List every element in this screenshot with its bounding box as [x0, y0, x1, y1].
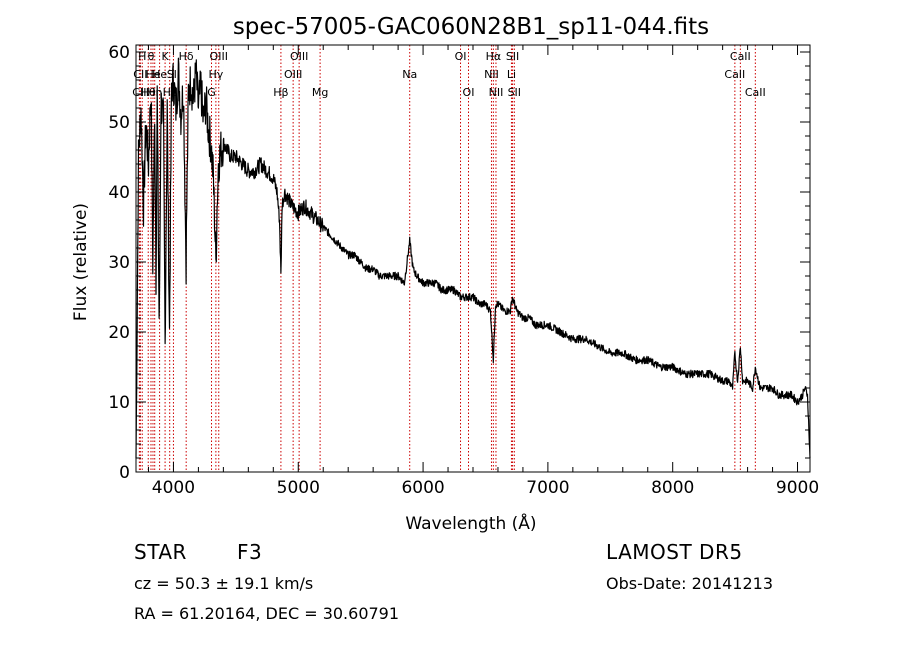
line-label-27: SII: [508, 86, 521, 99]
line-label-15: Hβ: [273, 86, 288, 99]
y-tick-label-10: 10: [108, 393, 130, 413]
line-label-29: CaII: [730, 50, 751, 63]
y-tick-label-30: 30: [108, 253, 130, 273]
spectrum-line: [135, 57, 811, 459]
x-axis-label: Wavelength (Å): [405, 512, 536, 534]
object-class: STAR: [134, 540, 187, 564]
line-label-21: OI: [463, 86, 475, 99]
y-tick-label-40: 40: [108, 183, 130, 203]
x-tick-label-5000: 5000: [277, 478, 320, 498]
x-tick-label-4000: 4000: [152, 478, 195, 498]
y-axis-ticks: 0 10 20 30 40 50 60: [108, 43, 810, 483]
line-label-25: SII: [506, 50, 519, 63]
line-label-18: Mg: [312, 86, 328, 99]
line-label-28: CaII: [724, 68, 745, 81]
chart-title: spec-57005-GAC060N28B1_sp11-044.fits: [233, 14, 709, 40]
x-tick-label-7000: 7000: [526, 478, 569, 498]
line-label-7: He: [152, 68, 167, 81]
line-label-17: OIII: [290, 50, 308, 63]
line-label-13: OIII: [210, 50, 228, 63]
line-label-6: Hη: [147, 86, 162, 99]
x-tick-label-8000: 8000: [651, 478, 694, 498]
line-label-4: θ: [148, 50, 155, 63]
line-label-14: G: [207, 86, 216, 99]
line-label-20: OI: [455, 50, 467, 63]
coordinates: RA = 61.20164, DEC = 30.60791: [134, 604, 400, 623]
x-tick-label-6000: 6000: [401, 478, 444, 498]
line-label-1: CII: [133, 68, 147, 81]
y-tick-label-50: 50: [108, 113, 130, 133]
object-subclass: F3: [237, 540, 263, 564]
line-label-2: H: [138, 50, 146, 63]
line-label-12: Hγ: [208, 68, 223, 81]
y-tick-label-0: 0: [119, 463, 130, 483]
line-label-22: Hα: [486, 50, 502, 63]
line-label-8: K: [161, 50, 169, 63]
line-label-3: Hθ: [141, 86, 156, 99]
y-axis-label: Flux (relative): [71, 203, 91, 321]
line-label-16: OIII: [284, 68, 302, 81]
line-label-11: Hδ: [179, 50, 194, 63]
plot-frame: [135, 44, 811, 473]
survey-name: LAMOST DR5: [606, 540, 743, 564]
spectral-line-markers: [138, 45, 756, 472]
obs-date: Obs-Date: 20141213: [606, 574, 774, 593]
line-label-26: Li: [507, 68, 516, 81]
x-axis-ticks: 4000 5000 6000 7000 8000 9000: [147, 45, 819, 498]
y-tick-label-60: 60: [108, 43, 130, 63]
velocity-text: cz = 50.3 ± 19.1 km/s: [134, 574, 314, 593]
line-label-23: NII: [484, 68, 499, 81]
line-label-30: CaII: [745, 86, 766, 99]
line-label-5: He: [145, 68, 160, 81]
y-tick-label-20: 20: [108, 323, 130, 343]
line-label-24: NII: [489, 86, 504, 99]
line-label-19: Na: [402, 68, 417, 81]
x-tick-label-9000: 9000: [776, 478, 819, 498]
